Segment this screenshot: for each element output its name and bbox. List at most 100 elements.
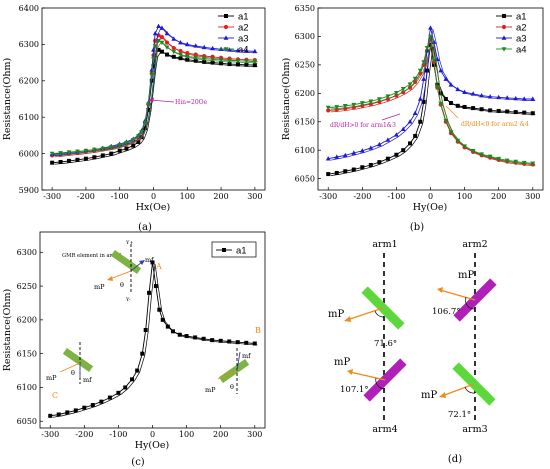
series-a4-point xyxy=(66,150,72,155)
series-a4-point xyxy=(368,99,374,104)
chart-c-panel-label: (c) xyxy=(131,457,145,468)
series-a4-point xyxy=(394,90,399,96)
series-a1-point xyxy=(401,148,406,153)
series-a1-point xyxy=(218,338,223,343)
point-C-label: C xyxy=(52,391,58,400)
inset-right-mf-label: mf xyxy=(242,352,251,360)
series-a3-point xyxy=(428,25,433,30)
series-a1-point xyxy=(496,108,501,113)
series-a2-point xyxy=(193,52,198,57)
chart-c-inset-top: GMR element in arm 1 Y+ Y- mf mP θ xyxy=(62,240,154,303)
series-a4-point xyxy=(83,148,89,154)
series-a4-point xyxy=(421,60,427,65)
series-a4-line-return xyxy=(330,37,536,166)
chart-2-ytick-label: 6150 xyxy=(17,349,37,358)
chart-1-xtick-label: 200 xyxy=(491,192,506,201)
series-a4-point xyxy=(124,140,129,146)
series-a3-point xyxy=(462,89,467,94)
series-a1-point xyxy=(351,167,356,172)
chart-2-xtick-label: 100 xyxy=(179,430,194,439)
chart-1-xtick-label: -100 xyxy=(387,192,405,201)
series-a1-point xyxy=(462,104,467,109)
chart-1-xtick-label: -300 xyxy=(319,192,337,201)
series-a3-point xyxy=(227,47,232,52)
series-a4-point xyxy=(193,55,199,61)
chart-0-ytick-label: 6400 xyxy=(19,4,39,13)
series-a1-point xyxy=(219,61,224,66)
series-a4-point xyxy=(376,97,382,102)
arm1-mp-arrowhead xyxy=(344,316,351,322)
series-a2-point xyxy=(178,48,183,54)
chart-1-ytick-label: 6100 xyxy=(295,146,315,155)
series-a4-point xyxy=(164,45,170,50)
series-a1-point xyxy=(360,165,365,170)
arm2-angle-arc xyxy=(465,296,476,310)
series-a3-point xyxy=(479,92,485,98)
series-a3-point xyxy=(394,132,399,137)
series-a1-point xyxy=(202,59,207,64)
series-a4-point xyxy=(521,160,527,166)
series-a3-point xyxy=(193,43,199,48)
chart-0-ytick-label: 6300 xyxy=(19,40,39,49)
inset-right-mp-arrow xyxy=(217,370,238,380)
arm2-mp-arrow xyxy=(439,289,476,301)
series-a4-point xyxy=(504,158,510,164)
arm1-mp-label: mP xyxy=(328,309,344,320)
series-a1-point xyxy=(385,156,390,161)
series-a1-point xyxy=(147,290,152,295)
series-a3-point xyxy=(455,86,461,92)
series-a4-point xyxy=(149,73,155,78)
series-a3-point xyxy=(448,82,454,87)
series-a3-point xyxy=(417,96,423,101)
series-a1-point xyxy=(171,54,176,59)
chart-0-ytick-label: 5900 xyxy=(19,186,39,195)
chart-1-ytick-label: 6050 xyxy=(295,174,315,183)
series-a3-point xyxy=(178,39,183,45)
chart-a: -300 -200 -100 0 100 200 300 5900 6000 6100 6200 63… xyxy=(2,4,266,233)
inset-left-bar xyxy=(62,347,94,373)
series-a1-point xyxy=(227,62,232,67)
series-a3-point xyxy=(152,30,158,36)
chart-0-ytick-label: 6200 xyxy=(19,77,39,86)
series-a4-point xyxy=(431,58,437,63)
chart-2-ytick-label: 6300 xyxy=(17,248,37,257)
series-a3-point xyxy=(438,67,444,73)
arm3-label: arm3 xyxy=(462,424,487,435)
series-a4-point xyxy=(146,102,151,108)
inset-right-mf-arrow xyxy=(236,351,241,372)
series-a4-point xyxy=(227,58,232,64)
series-a3-point xyxy=(359,148,365,153)
arm2-mp-label: mP xyxy=(458,270,474,281)
series-a4-point xyxy=(142,120,148,126)
series-a1-point xyxy=(131,143,136,148)
chart-c-inset-left: mf mP θ xyxy=(46,342,94,384)
arm4-angle: 107.1° xyxy=(340,385,369,395)
series-a4-point xyxy=(479,152,485,157)
arm3-angle: 72.1° xyxy=(448,410,471,420)
point-B-label: B xyxy=(255,326,261,335)
diagram-d-panel-label: (d) xyxy=(448,454,462,465)
series-a4-point xyxy=(325,105,331,111)
point-A-label: A xyxy=(155,262,162,271)
series-a1-point xyxy=(368,162,373,167)
arm3-mp-label: mP xyxy=(421,390,437,401)
series-a3-point xyxy=(496,94,502,100)
series-a1-point xyxy=(170,329,175,334)
chart-a-annotation-arrow xyxy=(149,99,175,103)
series-a4-point xyxy=(244,59,249,64)
chart-2-xtick-label: -100 xyxy=(109,430,127,439)
chart-b-annotation-1-arrow xyxy=(381,113,401,121)
chart-0-xtick-label: -300 xyxy=(43,192,61,201)
legend-a3-marker xyxy=(223,35,229,40)
series-a2-point xyxy=(171,45,176,51)
inset-left-mp-arrow xyxy=(59,362,81,373)
series-a1-point xyxy=(421,99,426,104)
series-a3-point xyxy=(513,95,519,101)
series-a1-point xyxy=(505,109,510,114)
series-a3-point xyxy=(235,47,241,53)
arm3-angle-arc xyxy=(464,386,476,394)
chart-a-xlabel: Hx(Oe) xyxy=(136,202,170,213)
chart-2-ytick-label: 6100 xyxy=(17,383,37,392)
series-a4-point xyxy=(152,44,158,49)
legend-a2-marker xyxy=(223,24,229,30)
